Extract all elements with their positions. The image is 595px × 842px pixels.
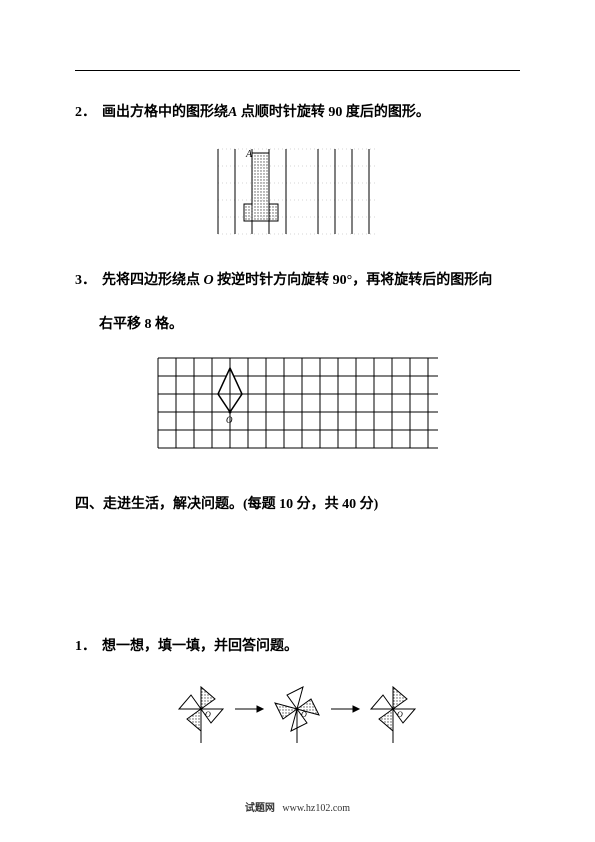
q3-text-mid: 按逆时针方向旋转 90°，再将旋转后的图形向 — [214, 273, 493, 288]
q3-text-before: 先将四边形绕点 — [102, 273, 204, 288]
header-rule — [75, 70, 520, 71]
footer-url: www.hz102.com — [282, 803, 350, 814]
q1-label-O-2: O — [301, 710, 307, 719]
q1-text: 想一想，填一填，并回答问题。 — [102, 633, 298, 661]
q1-number: 1． — [75, 633, 96, 661]
section-4-title: 四、走进生活，解决问题。(每题 10 分，共 40 分) — [75, 493, 520, 513]
arrow-icon — [235, 706, 263, 712]
q2-text-after: 点顺时针旋转 90 度后的图形。 — [237, 105, 430, 120]
footer-site-label: 试题网 — [245, 803, 275, 814]
q2-number: 2． — [75, 99, 96, 127]
q3-line2: 右平移 8 格。 — [99, 311, 520, 339]
q3-label-O: O — [226, 415, 233, 425]
question-1: 1． 想一想，填一填，并回答问题。 — [75, 633, 520, 661]
question-2: 2． 画出方格中的图形绕A 点顺时针旋转 90 度后的图形。 — [75, 99, 520, 127]
q2-figure: A — [75, 143, 520, 239]
q2-text-before: 画出方格中的图形绕 — [102, 105, 228, 120]
question-3: 3． 先将四边形绕点 O 按逆时针方向旋转 90°，再将旋转后的图形向 — [75, 267, 520, 295]
q3-grid-svg: O — [148, 353, 448, 453]
page-footer: 试题网 www.hz102.com — [0, 799, 595, 814]
q3-var-O: O — [204, 273, 214, 288]
q1-label-O-3: O — [397, 710, 403, 719]
q1-label-O-1: O — [205, 710, 211, 719]
q2-grid-svg: A — [208, 143, 388, 239]
q1-pinwheel-svg: O O O — [163, 677, 433, 757]
q2-label-A: A — [245, 149, 253, 160]
q2-var-A: A — [228, 105, 237, 120]
q3-figure: O — [75, 353, 520, 453]
q1-figure: O O O — [75, 677, 520, 757]
q3-number: 3． — [75, 267, 96, 295]
arrow-icon — [331, 706, 359, 712]
q2-text: 画出方格中的图形绕A 点顺时针旋转 90 度后的图形。 — [102, 99, 430, 127]
q3-text: 先将四边形绕点 O 按逆时针方向旋转 90°，再将旋转后的图形向 — [102, 267, 492, 295]
